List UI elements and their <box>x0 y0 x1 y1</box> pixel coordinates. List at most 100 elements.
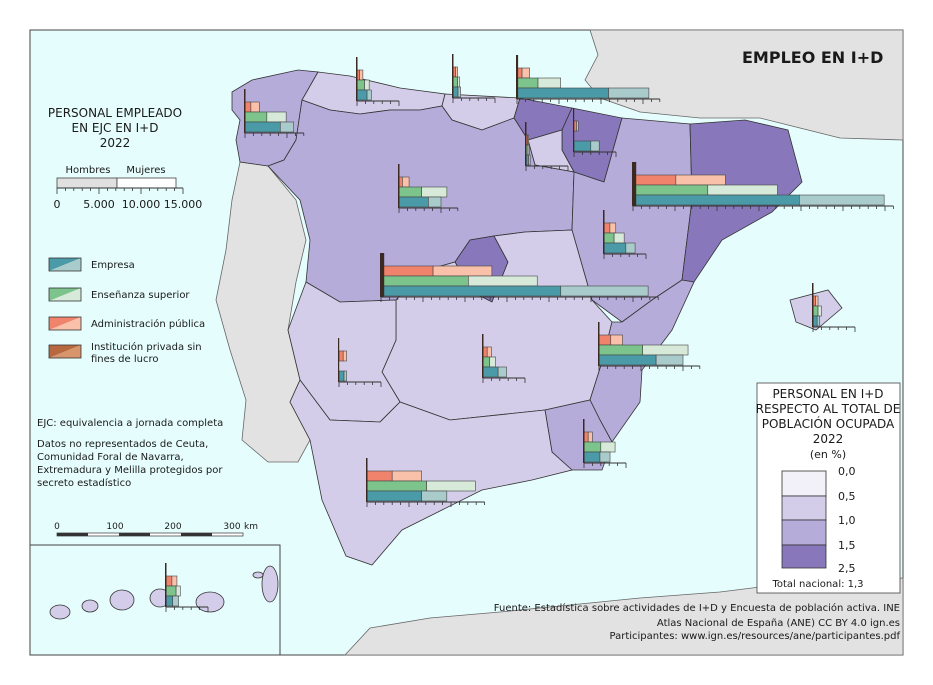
bar-ensenanza-women <box>613 232 625 244</box>
bar-empresa-men <box>812 315 818 327</box>
scale-label-0: 0 <box>54 198 61 211</box>
bar-empresa-women <box>625 242 636 254</box>
bar-ipsfl <box>525 122 527 166</box>
bar-ipsfl <box>165 563 167 607</box>
bar-administracion-women <box>576 120 579 132</box>
choropleth-legend: PERSONAL EN I+D RESPECTO AL TOTAL DE POB… <box>756 382 901 594</box>
bar-administracion-men <box>244 101 252 113</box>
scale-0: 0 <box>54 522 60 532</box>
bar-ipsfl <box>452 54 454 98</box>
bar-administracion-women <box>675 174 726 186</box>
bar-administracion-women <box>610 334 623 346</box>
note-missing-1: Datos no representados de Ceuta, <box>37 439 208 450</box>
bar-ipsfl <box>583 419 585 463</box>
scale-100: 100 <box>106 522 123 532</box>
participants-credit[interactable]: Participantes: www.ign.es/resources/ane/… <box>610 631 901 642</box>
bar-administracion-men <box>603 222 611 234</box>
swatch-border <box>48 257 82 272</box>
women-swatch <box>116 177 177 189</box>
bar-ensenanza-women <box>364 79 370 91</box>
bar-ensenanza-women <box>175 585 181 597</box>
choro-swatch-2 <box>781 519 827 546</box>
bar-ensenanza-men <box>366 480 427 492</box>
bars-andalucia <box>366 458 486 507</box>
bar-empresa-men <box>338 370 345 382</box>
region-canarias-island <box>195 591 225 613</box>
bar-ensenanza-men <box>380 275 469 287</box>
bar-administracion-men <box>165 575 173 587</box>
note-missing-2: Comunidad Foral de Navarra, <box>37 452 184 463</box>
bar-empresa-men <box>583 451 601 463</box>
bar-ipsfl <box>516 55 519 99</box>
bar-ensenanza-women <box>468 275 538 287</box>
bar-ensenanza-men <box>482 356 491 368</box>
atlas-credit: Atlas Nacional de España (ANE) CC BY 4.0… <box>657 618 900 629</box>
bar-empresa-men <box>165 595 174 607</box>
bar-administracion-women <box>815 295 819 307</box>
note-missing-3: Extremadura y Melilla protegidos por <box>37 465 223 476</box>
bar-administracion-women <box>171 575 178 587</box>
swatch-women <box>49 317 81 330</box>
bar-ipsfl <box>603 210 605 254</box>
bar-ipsfl <box>356 57 358 101</box>
bar-ensenanza-men <box>583 441 602 453</box>
bar-ipsfl <box>573 108 575 152</box>
bar-administracion-women <box>609 222 617 234</box>
bar-empresa-men <box>398 196 429 208</box>
bar-administracion-men <box>482 346 488 358</box>
swatch-women <box>49 258 81 271</box>
region-andalucia <box>289 379 573 566</box>
bar-administracion-women <box>486 346 492 358</box>
bars-rioja <box>525 122 569 171</box>
choro-swatch-1 <box>781 495 827 521</box>
bar-empresa-men <box>356 89 368 101</box>
bars-castilla-la-mancha <box>482 334 526 383</box>
bars-asturias <box>356 57 400 106</box>
bar-empresa-women <box>590 140 600 152</box>
bar-administracion-men <box>573 120 577 132</box>
bar-administracion-women <box>527 134 529 146</box>
scale-200: 200 <box>164 522 181 532</box>
bars-madrid <box>380 253 659 302</box>
bar-empresa-men <box>244 121 281 133</box>
total-nacional: Total nacional: 1,3 <box>771 579 863 590</box>
region-canarias-island <box>81 599 99 613</box>
bar-ipsfl <box>338 338 340 382</box>
bar-ipsfl <box>398 164 400 208</box>
bar-administracion-men <box>598 334 612 346</box>
map-title: EMPLEO EN I+D <box>742 48 883 67</box>
bar-empresa-women <box>343 370 347 382</box>
bar-empresa-men <box>573 140 592 152</box>
bar-ensenanza-men <box>398 186 422 198</box>
bar-ipsfl <box>380 253 385 297</box>
bar-empresa-women <box>421 490 448 502</box>
bar-legend-title-2: EN EJC EN I+D <box>72 121 159 135</box>
bar-empresa-women <box>528 154 531 166</box>
swatch-women <box>49 345 81 358</box>
bars-baleares <box>812 283 856 332</box>
choro-swatch-0 <box>781 470 827 497</box>
scale-label-5000: 5.000 <box>83 198 115 211</box>
swatch-border <box>48 316 82 331</box>
bar-empresa-women <box>279 121 295 133</box>
bar-administracion-women <box>391 470 422 482</box>
bar-ensenanza-men <box>452 76 458 88</box>
note-missing-4: secreto estadístico <box>37 477 131 489</box>
note-ejc: EJC: equivalencia a jornada completa <box>37 418 223 429</box>
bar-empresa-women <box>457 86 461 98</box>
bar-ipsfl <box>482 334 484 378</box>
choro-title-4: 2022 <box>813 432 844 446</box>
bar-ensenanza-men <box>356 79 365 91</box>
bar-empresa-women <box>497 366 507 378</box>
swatch-border <box>48 287 82 302</box>
bar-ensenanza-men <box>603 232 615 244</box>
bar-ensenanza-men <box>632 184 709 196</box>
choro-swatch-3 <box>781 544 827 569</box>
bar-administracion-women <box>250 101 260 113</box>
africa <box>344 577 904 656</box>
bar-ensenanza-women <box>600 441 616 453</box>
bar-ipsfl <box>244 89 246 133</box>
bar-empresa-men <box>380 285 562 297</box>
legend-ipsfl-2: fines de lucro <box>91 354 158 365</box>
